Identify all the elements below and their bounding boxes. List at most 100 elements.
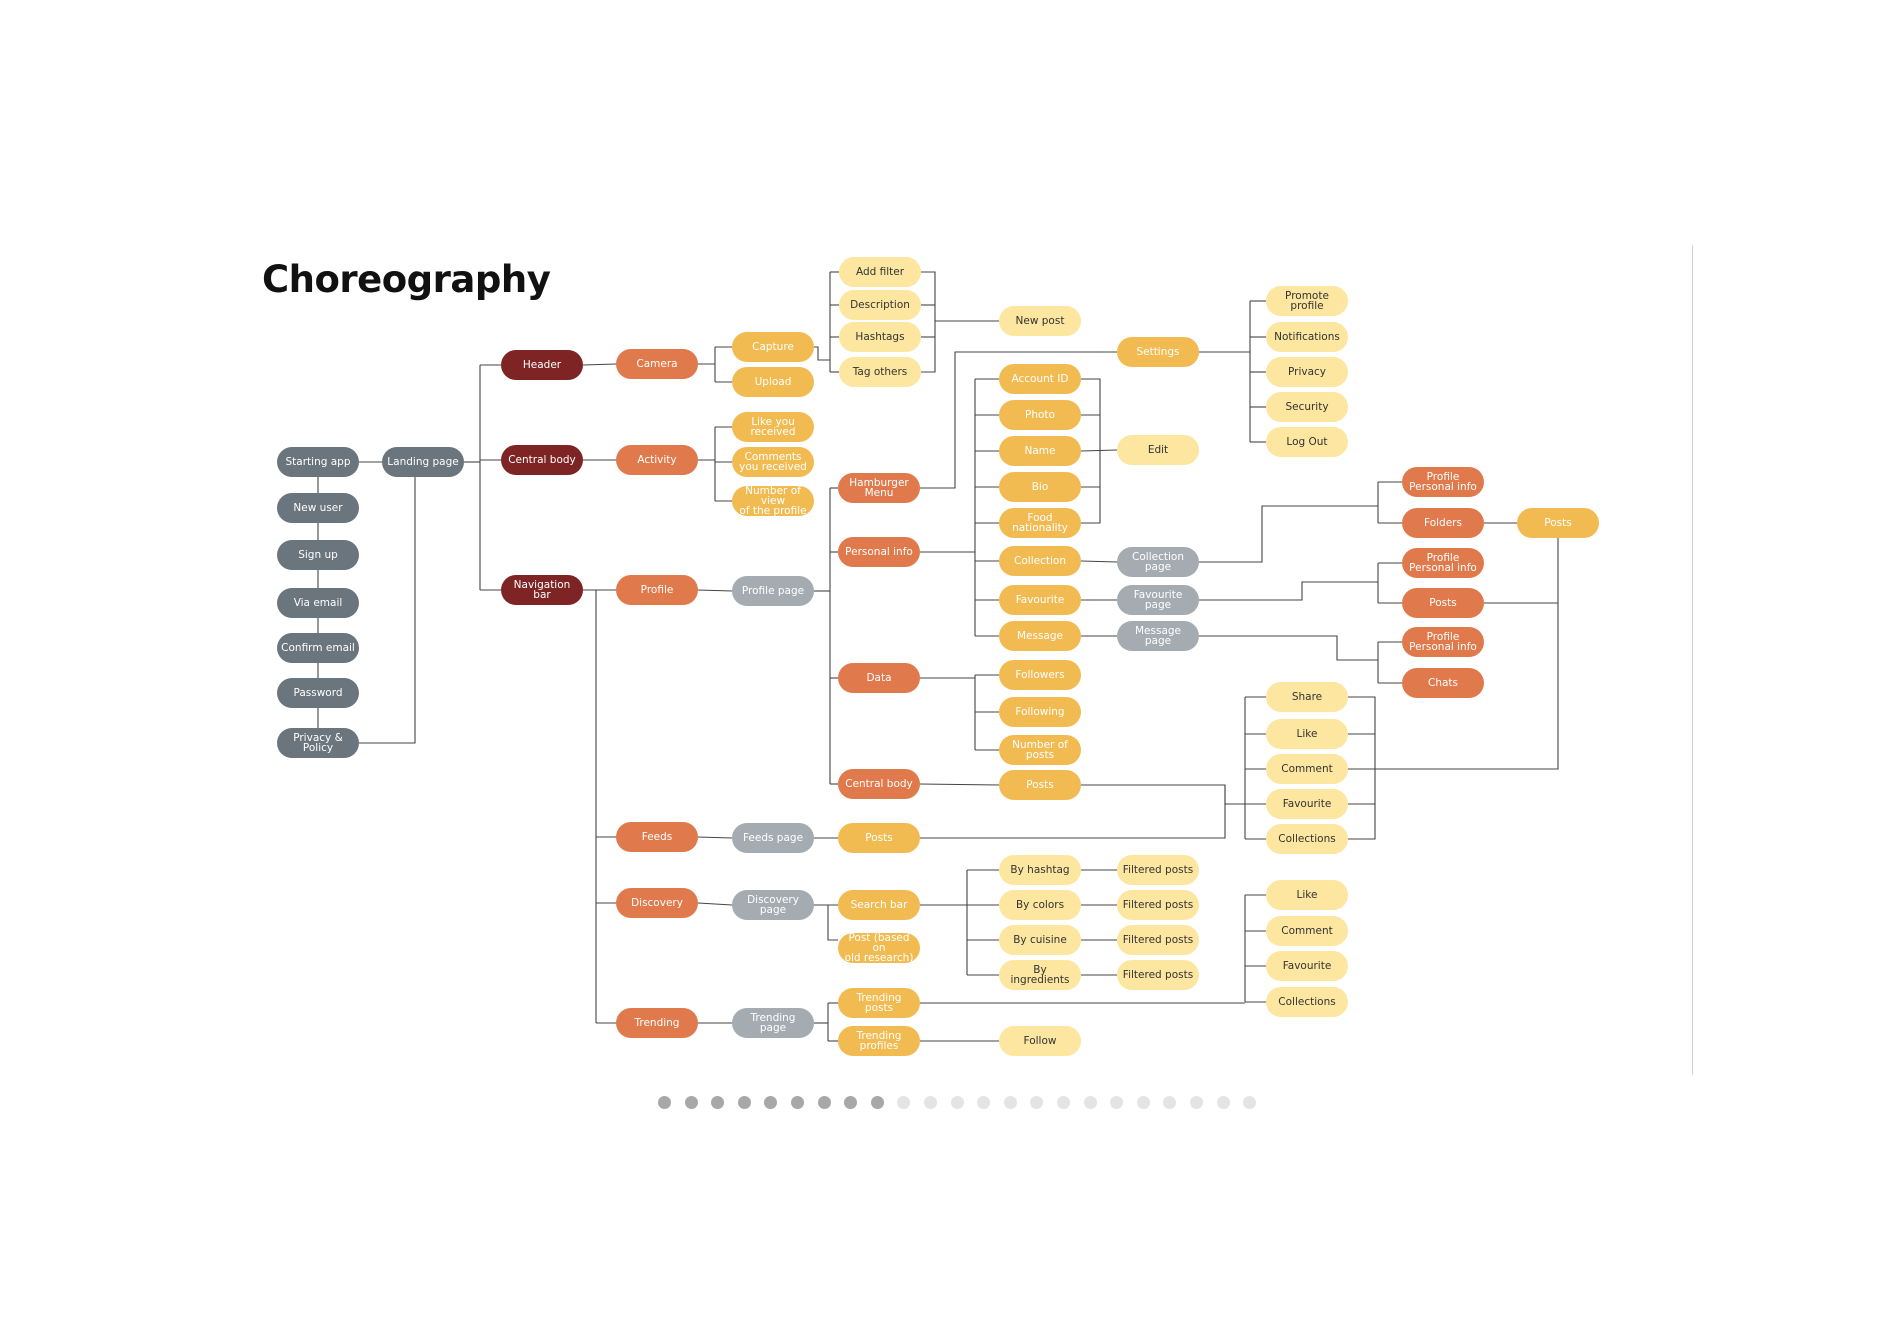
node-trending: Trending <box>616 1008 698 1038</box>
pagination-dot[interactable] <box>1057 1096 1070 1109</box>
pagination-dot[interactable] <box>1030 1096 1044 1109</box>
pagination-dot[interactable] <box>1003 1096 1017 1109</box>
connector <box>697 589 733 592</box>
node-discovery: Discovery <box>616 888 698 918</box>
connector <box>582 363 617 366</box>
node-filtered-posts-3: Filtered posts <box>1117 925 1199 955</box>
node-description: Description <box>839 290 921 320</box>
node-feeds-posts: Posts <box>838 823 920 853</box>
node-settings: Settings <box>1117 337 1199 367</box>
pagination-dot[interactable] <box>924 1096 937 1109</box>
node-message: Message <box>999 621 1081 651</box>
node-personal-info: Personal info <box>838 537 920 567</box>
pagination-dot[interactable] <box>817 1096 831 1109</box>
node-filtered-posts-2: Filtered posts <box>1117 890 1199 920</box>
node-favourite-2: Favourite <box>1266 951 1348 981</box>
node-feeds: Feeds <box>616 822 698 852</box>
node-profile-personal-info-2: Profile Personal info <box>1402 548 1484 578</box>
pagination-dot[interactable] <box>764 1096 778 1109</box>
node-followers: Followers <box>999 660 1081 690</box>
connector <box>1348 538 1559 770</box>
pagination-dot[interactable] <box>658 1096 671 1109</box>
node-via-email: Via email <box>277 588 359 618</box>
node-trending-profiles: Trending profiles <box>838 1026 920 1056</box>
node-trending-page: Trending page <box>732 1008 814 1038</box>
pagination-dot[interactable] <box>684 1096 698 1109</box>
node-confirm-email: Confirm email <box>277 633 359 663</box>
node-navigation-bar: Navigation bar <box>501 575 583 605</box>
node-profile-personal-info-1: Profile Personal info <box>1402 467 1484 497</box>
connector <box>921 271 936 373</box>
node-by-cuisine: By cuisine <box>999 925 1081 955</box>
pagination-dot[interactable] <box>737 1096 751 1109</box>
node-landing-page: Landing page <box>382 447 464 477</box>
connector <box>1080 449 1118 452</box>
node-privacy-policy: Privacy & Policy <box>277 728 359 758</box>
pagination-dot[interactable] <box>1136 1096 1150 1109</box>
pagination-dot[interactable] <box>711 1096 725 1109</box>
node-message-page: Message page <box>1117 621 1199 651</box>
pagination-dot[interactable] <box>870 1096 884 1109</box>
node-discovery-page: Discovery page <box>732 890 814 920</box>
connector <box>697 836 733 839</box>
node-name: Name <box>999 436 1081 466</box>
node-promote-profile: Promote profile <box>1266 286 1348 316</box>
connector <box>920 351 1117 489</box>
pagination-dot[interactable] <box>791 1096 804 1109</box>
node-profile-page: Profile page <box>732 576 814 606</box>
node-like-2: Like <box>1266 880 1348 910</box>
node-notifications: Notifications <box>1266 322 1348 352</box>
connector <box>814 346 830 361</box>
node-activity: Activity <box>616 445 698 475</box>
node-search-bar: Search bar <box>838 890 920 920</box>
node-comments-you-received: Comments you received <box>732 447 814 477</box>
pagination-dot[interactable] <box>1190 1096 1203 1109</box>
node-log-out: Log Out <box>1266 427 1348 457</box>
node-profile: Profile <box>616 575 698 605</box>
node-collections-2: Collections <box>1266 987 1348 1017</box>
node-profile-central-body: Central body <box>838 769 920 799</box>
node-data: Data <box>838 663 920 693</box>
node-posts-central: Posts <box>999 770 1081 800</box>
pagination-dot[interactable] <box>1243 1096 1257 1109</box>
pagination-dot[interactable] <box>1216 1096 1230 1109</box>
node-hamburger-menu: Hamburger Menu <box>838 473 920 503</box>
connector <box>919 783 1000 786</box>
node-filtered-posts-1: Filtered posts <box>1117 855 1199 885</box>
node-collections: Collections <box>1266 824 1348 854</box>
node-favourite-page: Favourite page <box>1117 585 1199 615</box>
pagination-dot[interactable] <box>977 1096 991 1109</box>
pagination-dot[interactable] <box>1110 1096 1124 1109</box>
node-hashtags: Hashtags <box>839 322 921 352</box>
connector <box>1199 581 1378 601</box>
node-posts-far: Posts <box>1517 508 1599 538</box>
node-by-colors: By colors <box>999 890 1081 920</box>
node-privacy: Privacy <box>1266 357 1348 387</box>
vertical-divider <box>1692 245 1693 1075</box>
pagination-dot[interactable] <box>1163 1096 1177 1109</box>
pagination-dot[interactable] <box>897 1096 911 1109</box>
node-account-id: Account ID <box>999 364 1081 394</box>
pagination-dot[interactable] <box>1083 1096 1097 1109</box>
node-profile-personal-info-3: Profile Personal info <box>1402 627 1484 657</box>
pagination-dot[interactable] <box>950 1096 964 1109</box>
node-add-filter: Add filter <box>839 257 921 287</box>
node-central-body: Central body <box>501 445 583 475</box>
connector <box>1348 696 1376 840</box>
node-trending-posts: Trending posts <box>838 988 920 1018</box>
node-following: Following <box>999 697 1081 727</box>
connector <box>1199 505 1378 563</box>
node-number-of-view: Number of view of the profile <box>732 486 814 516</box>
node-header: Header <box>501 350 583 380</box>
node-collection: Collection <box>999 546 1081 576</box>
connector <box>1199 635 1378 661</box>
node-upload: Upload <box>732 367 814 397</box>
connector <box>359 477 416 744</box>
connector <box>1080 560 1118 563</box>
node-like-you-received: Like you received <box>732 412 814 442</box>
connector <box>697 902 733 906</box>
node-follow: Follow <box>999 1026 1081 1056</box>
pagination-dot[interactable] <box>844 1096 858 1109</box>
node-new-user: New user <box>277 493 359 523</box>
